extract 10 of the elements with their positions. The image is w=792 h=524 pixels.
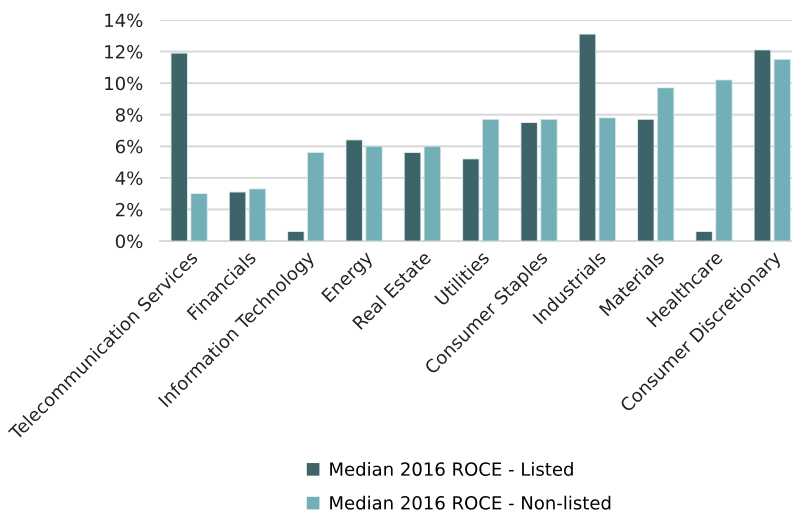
y-tick-label: 8% xyxy=(116,108,142,122)
y-tick-label: 10% xyxy=(105,76,142,90)
y-tick-label: 6% xyxy=(116,140,142,154)
y-tick-label: 2% xyxy=(116,202,142,217)
y-tick-label: 0% xyxy=(116,234,142,248)
y-tick-label: 12% xyxy=(105,45,142,59)
y-tick-label: 14% xyxy=(105,13,142,28)
legend-label: Median 2016 ROCE - Non-listed xyxy=(330,496,610,510)
y-tick-label: 4% xyxy=(116,171,142,185)
legend-label: Median 2016 ROCE - Listed xyxy=(330,462,573,476)
